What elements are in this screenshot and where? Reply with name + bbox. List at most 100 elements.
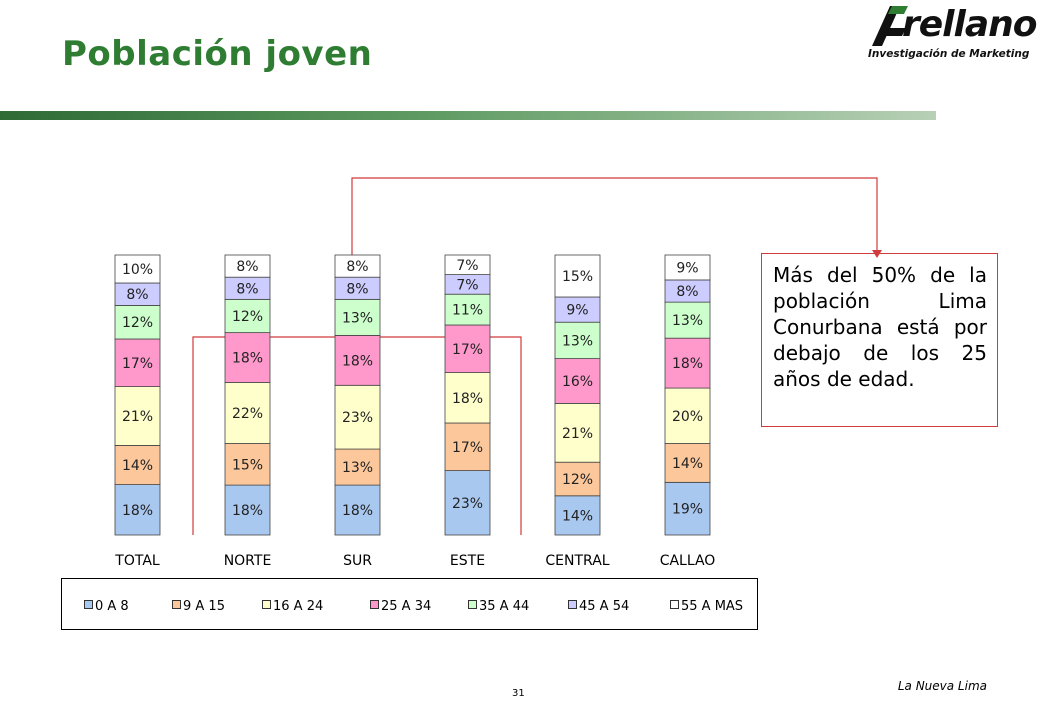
data-label: 14% (562, 508, 593, 524)
bar-segment-callao-5 (664, 301, 711, 339)
page-title: Población joven (62, 34, 373, 74)
bar-segment-este-7 (444, 254, 491, 276)
data-label: 22% (232, 406, 263, 422)
data-label: 14% (122, 458, 153, 474)
data-label: 17% (452, 342, 483, 358)
legend-item: 55 A MAS (670, 599, 743, 614)
data-label: 8% (236, 281, 258, 297)
bar-segment-total-2 (114, 444, 161, 485)
bar-segment-sur-4 (334, 334, 381, 386)
data-label: 12% (232, 309, 263, 325)
bar-segment-norte-1 (224, 484, 271, 536)
legend-label: 0 A 8 (95, 599, 129, 614)
bar-segment-este-1 (444, 470, 491, 536)
data-label: 17% (122, 356, 153, 372)
legend-swatch (172, 600, 181, 609)
data-label: 8% (346, 281, 368, 297)
bar-segment-callao-3 (664, 387, 711, 444)
category-label-central: CENTRAL (545, 553, 609, 569)
category-label-sur: SUR (343, 553, 372, 569)
connector-arrowhead (872, 250, 882, 258)
bar-segment-norte-3 (224, 382, 271, 444)
chart-legend: 0 A 8 9 A 15 16 A 24 25 A 34 35 A 44 45 A 54 5… (61, 578, 758, 630)
bar-segment-norte-5 (224, 298, 271, 334)
bar-segment-total-1 (114, 484, 161, 536)
data-label: 23% (342, 410, 373, 426)
segment-labels: 18% 14% 21% 17% 12% 8% 10% 18% 15% 22% 18% 12% 8% 8% 1… (122, 258, 703, 525)
data-label: 20% (672, 409, 703, 425)
bar-segment-total-3 (114, 386, 161, 446)
data-label: 9% (676, 260, 698, 276)
data-label: 8% (126, 287, 148, 303)
page-number: 31 (512, 688, 525, 699)
data-label: 13% (562, 333, 593, 349)
legend-swatch (468, 600, 477, 609)
callout-note: Más del 50% de la población Lima Conurba… (761, 253, 998, 427)
logo-wordmark: rellano (902, 4, 1038, 45)
data-label: 18% (122, 503, 153, 519)
data-label: 15% (232, 457, 263, 473)
bar-segment-sur-2 (334, 448, 381, 486)
bar-segment-total-4 (114, 338, 161, 387)
data-label: 13% (342, 310, 373, 326)
header-divider-band (0, 111, 936, 120)
bar-segment-norte-4 (224, 332, 271, 383)
data-label: 7% (456, 277, 478, 293)
legend-item: 35 A 44 (468, 599, 529, 614)
data-label: 8% (676, 284, 698, 300)
bar-segment-central-3 (554, 402, 601, 463)
bar-segment-norte-7 (224, 254, 271, 278)
data-label: 12% (122, 315, 153, 331)
data-label: 13% (342, 460, 373, 476)
logo-mark-icon (872, 6, 908, 46)
legend-item: 0 A 8 (84, 599, 129, 614)
legend-label: 35 A 44 (479, 599, 530, 614)
legend-swatch (670, 600, 679, 609)
bar-segment-este-2 (444, 422, 491, 471)
data-label: 19% (672, 502, 703, 518)
category-label-norte: NORTE (224, 553, 272, 569)
data-label: 13% (672, 313, 703, 329)
bar-segment-central-4 (554, 358, 601, 404)
bar-segment-sur-3 (334, 384, 381, 450)
bar-segment-central-2 (554, 461, 601, 497)
bar-segment-sur-1 (334, 484, 381, 536)
data-label: 16% (562, 374, 593, 390)
bar-segment-callao-7 (664, 254, 711, 281)
category-label-total: TOTAL (114, 553, 160, 569)
legend-label: 9 A 15 (183, 599, 225, 614)
legend-label: 55 A MAS (681, 599, 744, 614)
data-label: 12% (562, 472, 593, 488)
company-logo: rellano Investigación de Marketing (862, 2, 1040, 70)
bar-segment-total-7 (114, 254, 161, 284)
category-label-callao: CALLAO (660, 553, 716, 569)
legend-swatch (568, 600, 577, 609)
footer-source: La Nueva Lima (897, 679, 987, 693)
data-label: 11% (452, 303, 483, 319)
data-label: 18% (672, 356, 703, 372)
data-label: 18% (342, 503, 373, 519)
data-label: 21% (562, 426, 593, 442)
data-label: 17% (452, 440, 483, 456)
bar-segment-este-5 (444, 293, 491, 326)
logo-tagline: Investigación de Marketing (868, 48, 1030, 60)
bar-segment-central-6 (554, 296, 601, 323)
data-label: 8% (346, 259, 368, 275)
bar-segment-callao-4 (664, 337, 711, 389)
data-label: 15% (562, 269, 593, 285)
data-label: 23% (452, 496, 483, 512)
legend-swatch (84, 600, 93, 609)
data-label: 18% (232, 351, 263, 367)
data-label: 9% (566, 303, 588, 319)
stacked-bars (114, 254, 711, 536)
legend-item: 9 A 15 (172, 599, 225, 614)
legend-swatch (262, 600, 271, 609)
data-label: 18% (342, 353, 373, 369)
legend-label: 45 A 54 (579, 599, 630, 614)
category-label-este: ESTE (450, 553, 485, 569)
data-label: 18% (452, 391, 483, 407)
legend-swatch (370, 600, 379, 609)
legend-item: 45 A 54 (568, 599, 629, 614)
data-label: 14% (672, 456, 703, 472)
